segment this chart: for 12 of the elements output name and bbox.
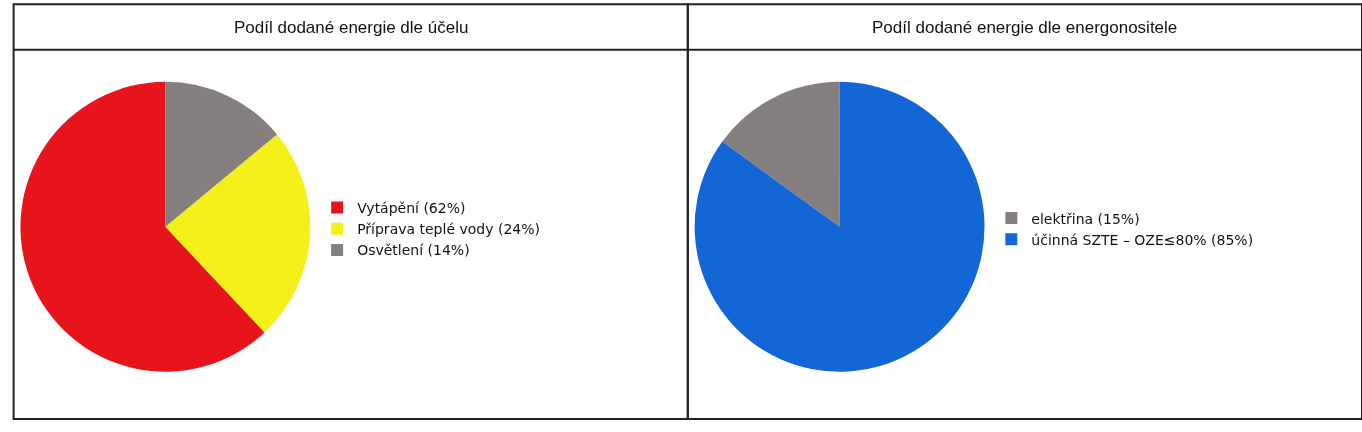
pie-slice	[165, 134, 311, 333]
legend-label: Příprava teplé vody (24%)	[357, 221, 540, 238]
legend-label: elektřina (15%)	[1031, 210, 1140, 227]
pie-slice	[722, 81, 840, 227]
legend-label: Osvětlení (14%)	[357, 242, 470, 259]
pie-slice	[694, 81, 985, 372]
chart-title: Podíl dodané energie dle účelu	[234, 18, 469, 37]
legend-label: účinná SZTE – OZE≤80% (85%)	[1031, 231, 1254, 248]
chart-title: Podíl dodané energie dle energonositele	[872, 18, 1178, 37]
pie-slice	[165, 81, 278, 227]
pie-slice	[20, 81, 265, 372]
legend-label: Vytápění (62%)	[357, 200, 466, 217]
